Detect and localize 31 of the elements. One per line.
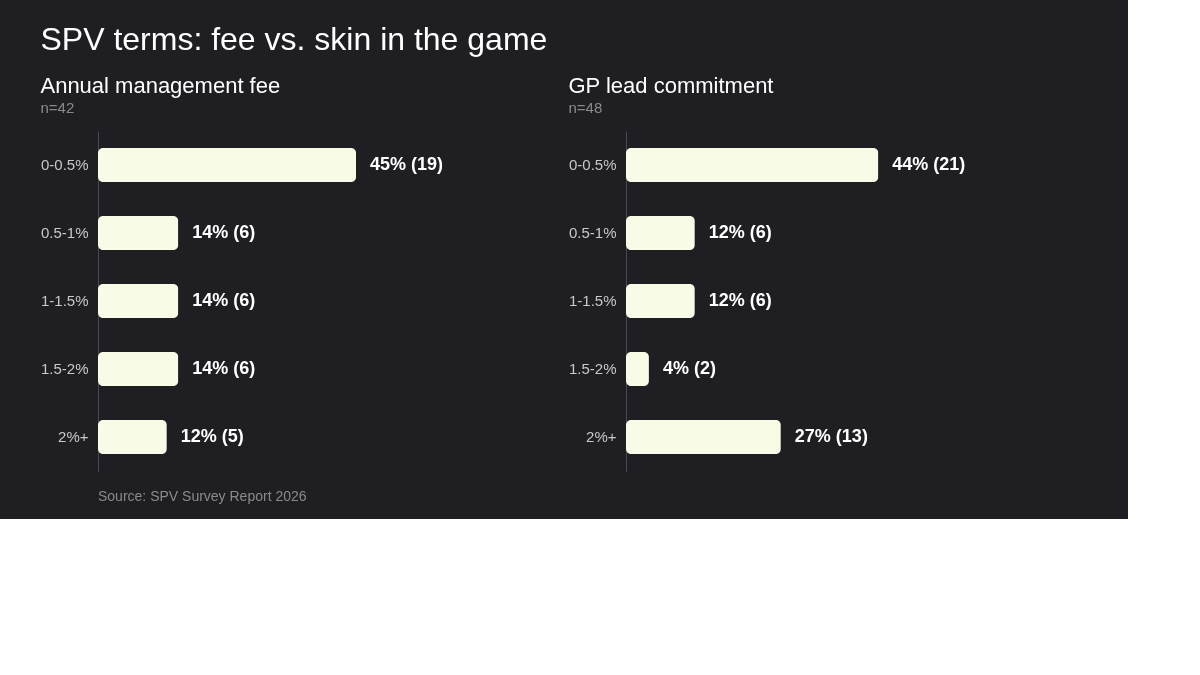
y-tick-label: 1-1.5% xyxy=(40,292,89,309)
y-tick-label: 1-1.5% xyxy=(568,292,617,309)
y-tick-label: 2%+ xyxy=(586,428,617,445)
text: SPV terms: fee vs. skin in the game xyxy=(40,21,548,57)
y-tick-label: 2%+ xyxy=(58,428,89,445)
data-label: 12% (6) xyxy=(708,290,772,310)
y-tick-label: 0.5-1% xyxy=(40,224,89,241)
bar xyxy=(626,420,781,454)
source-note: Source: SPV Survey Report 2026 xyxy=(98,488,307,504)
data-label: 12% (5) xyxy=(180,426,244,446)
y-tick-label: 1.5-2% xyxy=(568,360,617,377)
data-label: 27% (13) xyxy=(794,426,868,446)
chart-subtitle: n=48 xyxy=(568,99,603,116)
chart-subtitle: n=42 xyxy=(40,99,75,116)
bar xyxy=(626,216,695,250)
data-label: 14% (6) xyxy=(192,222,256,242)
data-label: 45% (19) xyxy=(370,154,444,174)
bar xyxy=(626,352,649,386)
data-label: 12% (6) xyxy=(708,222,772,242)
data-label: 4% (2) xyxy=(662,358,716,378)
data-label: 44% (21) xyxy=(892,154,966,174)
y-tick-label: 0.5-1% xyxy=(568,224,617,241)
y-tick-label: 1.5-2% xyxy=(40,360,89,377)
bar xyxy=(626,284,695,318)
chart-title: GP lead commitment xyxy=(568,73,774,98)
chart-title: Annual management fee xyxy=(40,73,281,98)
bar xyxy=(626,148,879,182)
y-tick-label: 0-0.5% xyxy=(568,156,617,173)
data-label: 14% (6) xyxy=(192,358,256,378)
data-label: 14% (6) xyxy=(192,290,256,310)
y-tick-label: 0-0.5% xyxy=(40,156,89,173)
